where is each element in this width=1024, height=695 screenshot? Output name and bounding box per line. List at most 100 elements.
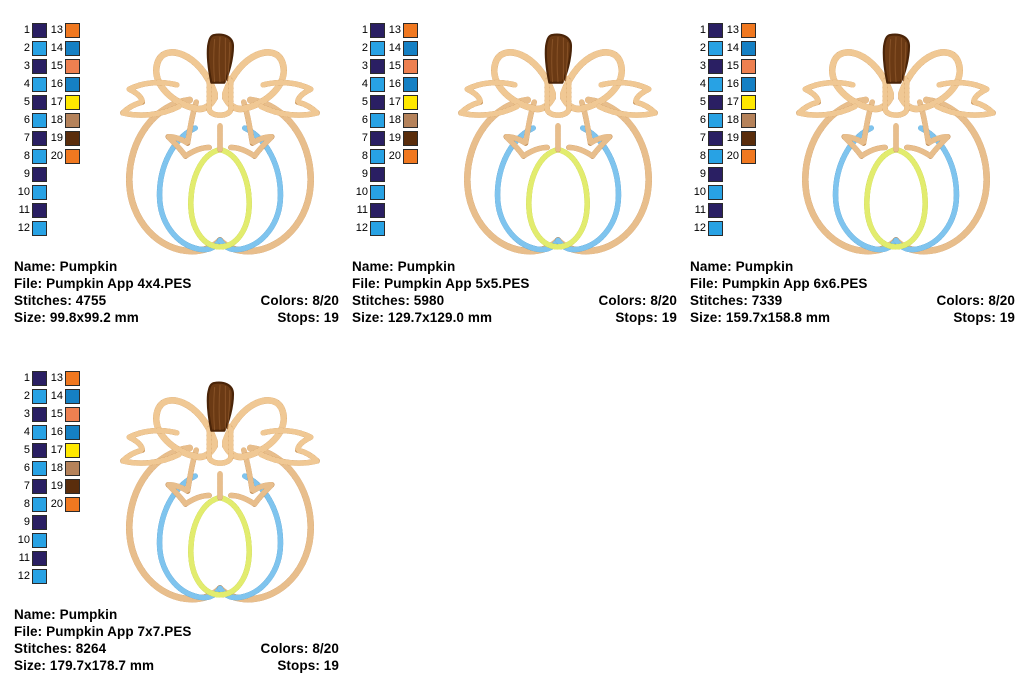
legend-color-swatch[interactable] — [65, 94, 80, 110]
legend-entry[interactable]: 7 — [14, 130, 47, 146]
legend-color-swatch[interactable] — [32, 112, 47, 128]
legend-entry[interactable]: 19 — [385, 130, 418, 146]
legend-entry[interactable]: 13 — [47, 22, 80, 38]
legend-color-swatch[interactable] — [708, 22, 723, 38]
legend-entry[interactable]: 4 — [14, 424, 47, 440]
legend-entry[interactable]: 13 — [723, 22, 756, 38]
legend-color-swatch[interactable] — [403, 58, 418, 74]
legend-entry[interactable]: 14 — [47, 388, 80, 404]
legend-color-swatch[interactable] — [708, 166, 723, 182]
legend-color-swatch[interactable] — [741, 40, 756, 56]
legend-entry[interactable]: 10 — [14, 184, 47, 200]
legend-color-swatch[interactable] — [741, 76, 756, 92]
legend-entry[interactable]: 12 — [14, 220, 47, 236]
legend-color-swatch[interactable] — [65, 388, 80, 404]
legend-entry[interactable]: 15 — [47, 58, 80, 74]
legend-entry[interactable]: 1 — [352, 22, 385, 38]
legend-entry[interactable]: 17 — [723, 94, 756, 110]
legend-entry[interactable]: 19 — [47, 130, 80, 146]
legend-color-swatch[interactable] — [32, 130, 47, 146]
legend-color-swatch[interactable] — [708, 76, 723, 92]
legend-entry[interactable]: 16 — [723, 76, 756, 92]
legend-color-swatch[interactable] — [708, 130, 723, 146]
legend-entry[interactable]: 16 — [47, 424, 80, 440]
legend-color-swatch[interactable] — [32, 220, 47, 236]
legend-color-swatch[interactable] — [32, 58, 47, 74]
legend-color-swatch[interactable] — [370, 22, 385, 38]
legend-entry[interactable]: 12 — [14, 568, 47, 584]
legend-color-swatch[interactable] — [403, 148, 418, 164]
legend-color-swatch[interactable] — [403, 22, 418, 38]
legend-color-swatch[interactable] — [370, 184, 385, 200]
legend-entry[interactable]: 4 — [690, 76, 723, 92]
legend-color-swatch[interactable] — [370, 112, 385, 128]
legend-entry[interactable]: 2 — [14, 40, 47, 56]
legend-entry[interactable]: 11 — [690, 202, 723, 218]
legend-entry[interactable]: 5 — [690, 94, 723, 110]
legend-color-swatch[interactable] — [32, 460, 47, 476]
legend-color-swatch[interactable] — [32, 568, 47, 584]
legend-entry[interactable]: 9 — [690, 166, 723, 182]
legend-entry[interactable]: 12 — [352, 220, 385, 236]
legend-entry[interactable]: 6 — [14, 460, 47, 476]
legend-color-swatch[interactable] — [708, 148, 723, 164]
legend-entry[interactable]: 14 — [385, 40, 418, 56]
legend-entry[interactable]: 15 — [47, 406, 80, 422]
legend-color-swatch[interactable] — [32, 514, 47, 530]
legend-color-swatch[interactable] — [32, 478, 47, 494]
legend-entry[interactable]: 10 — [352, 184, 385, 200]
legend-color-swatch[interactable] — [65, 40, 80, 56]
legend-entry[interactable]: 8 — [14, 496, 47, 512]
legend-color-swatch[interactable] — [32, 94, 47, 110]
legend-color-swatch[interactable] — [370, 166, 385, 182]
legend-color-swatch[interactable] — [32, 406, 47, 422]
legend-entry[interactable]: 6 — [14, 112, 47, 128]
legend-entry[interactable]: 7 — [352, 130, 385, 146]
legend-color-swatch[interactable] — [708, 58, 723, 74]
legend-entry[interactable]: 4 — [14, 76, 47, 92]
legend-color-swatch[interactable] — [708, 94, 723, 110]
legend-entry[interactable]: 12 — [690, 220, 723, 236]
legend-entry[interactable]: 1 — [14, 370, 47, 386]
legend-entry[interactable]: 2 — [690, 40, 723, 56]
legend-entry[interactable]: 2 — [14, 388, 47, 404]
legend-color-swatch[interactable] — [65, 22, 80, 38]
legend-color-swatch[interactable] — [65, 148, 80, 164]
legend-entry[interactable]: 9 — [352, 166, 385, 182]
legend-color-swatch[interactable] — [65, 442, 80, 458]
legend-entry[interactable]: 17 — [47, 94, 80, 110]
legend-entry[interactable]: 11 — [352, 202, 385, 218]
legend-entry[interactable]: 9 — [14, 514, 47, 530]
legend-entry[interactable]: 14 — [47, 40, 80, 56]
legend-color-swatch[interactable] — [32, 40, 47, 56]
legend-color-swatch[interactable] — [65, 460, 80, 476]
legend-entry[interactable]: 6 — [352, 112, 385, 128]
legend-color-swatch[interactable] — [32, 370, 47, 386]
legend-color-swatch[interactable] — [370, 76, 385, 92]
legend-entry[interactable]: 8 — [14, 148, 47, 164]
legend-color-swatch[interactable] — [65, 370, 80, 386]
legend-color-swatch[interactable] — [65, 424, 80, 440]
legend-color-swatch[interactable] — [403, 112, 418, 128]
legend-color-swatch[interactable] — [741, 112, 756, 128]
legend-color-swatch[interactable] — [65, 112, 80, 128]
legend-entry[interactable]: 20 — [47, 496, 80, 512]
legend-entry[interactable]: 3 — [690, 58, 723, 74]
legend-color-swatch[interactable] — [708, 220, 723, 236]
legend-color-swatch[interactable] — [32, 148, 47, 164]
legend-entry[interactable]: 4 — [352, 76, 385, 92]
legend-color-swatch[interactable] — [708, 112, 723, 128]
legend-color-swatch[interactable] — [370, 40, 385, 56]
legend-color-swatch[interactable] — [32, 76, 47, 92]
legend-entry[interactable]: 3 — [14, 406, 47, 422]
legend-entry[interactable]: 18 — [723, 112, 756, 128]
legend-entry[interactable]: 18 — [47, 112, 80, 128]
legend-color-swatch[interactable] — [32, 550, 47, 566]
legend-color-swatch[interactable] — [32, 184, 47, 200]
legend-color-swatch[interactable] — [741, 94, 756, 110]
legend-color-swatch[interactable] — [370, 202, 385, 218]
legend-color-swatch[interactable] — [403, 40, 418, 56]
legend-entry[interactable]: 20 — [385, 148, 418, 164]
legend-color-swatch[interactable] — [370, 220, 385, 236]
legend-entry[interactable]: 18 — [47, 460, 80, 476]
